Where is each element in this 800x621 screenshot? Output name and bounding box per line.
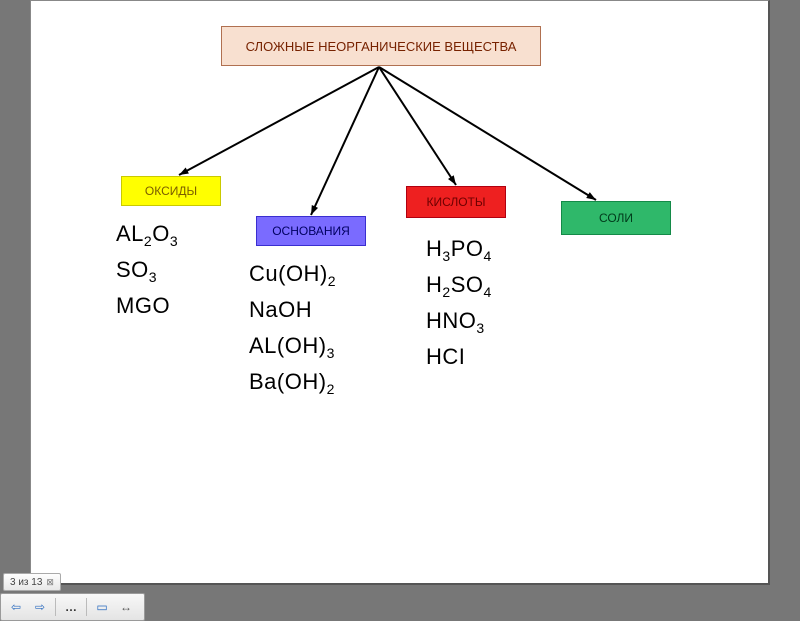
screen-icon: ▭ [96, 600, 107, 614]
formula: Cu(OH)2 [249, 261, 336, 287]
arrow-right-icon: ⇨ [35, 600, 45, 614]
category-salts: СОЛИ [561, 201, 671, 235]
category-label: ОКСИДЫ [145, 184, 197, 198]
more-button[interactable]: … [60, 597, 82, 617]
formula: H3PO4 [426, 236, 492, 262]
arrow-left-icon: ⇦ [11, 600, 21, 614]
formula-col-oxides: AL2O3 SO3 MGO [116, 221, 178, 329]
toolbar-separator [55, 598, 56, 616]
title-label: СЛОЖНЫЕ НЕОРГАНИЧЕСКИЕ ВЕЩЕСТВА [246, 39, 517, 54]
page-indicator: 3 из 13 ⊠ [3, 573, 61, 591]
ellipsis-icon: … [65, 600, 77, 614]
title-node: СЛОЖНЫЕ НЕОРГАНИЧЕСКИЕ ВЕЩЕСТВА [221, 26, 541, 66]
category-bases: ОСНОВАНИЯ [256, 216, 366, 246]
nav-toolbar: ⇦ ⇨ … ▭ ↔ [0, 593, 145, 621]
formula-col-bases: Cu(OH)2 NaOH AL(OH)3 Ba(OH)2 [249, 261, 336, 405]
next-button[interactable]: ⇨ [29, 597, 51, 617]
page-info-close-icon[interactable]: ⊠ [46, 577, 54, 588]
prev-button[interactable]: ⇦ [5, 597, 27, 617]
exit-button[interactable]: ↔ [115, 597, 137, 617]
formula: MGO [116, 293, 178, 319]
page-info-text: 3 из 13 [10, 577, 42, 588]
category-label: ОСНОВАНИЯ [272, 224, 350, 238]
category-acids: КИСЛОТЫ [406, 186, 506, 218]
formula: AL2O3 [116, 221, 178, 247]
formula: Ba(OH)2 [249, 369, 336, 395]
category-oxides: ОКСИДЫ [121, 176, 221, 206]
presentation-button[interactable]: ▭ [91, 597, 113, 617]
formula: HNO3 [426, 308, 492, 334]
slide-canvas: СЛОЖНЫЕ НЕОРГАНИЧЕСКИЕ ВЕЩЕСТВА ОКСИДЫ ОС… [30, 0, 770, 585]
formula: AL(OH)3 [249, 333, 336, 359]
formula: H2SO4 [426, 272, 492, 298]
toolbar-separator [86, 598, 87, 616]
category-label: КИСЛОТЫ [426, 195, 485, 209]
formula: SO3 [116, 257, 178, 283]
category-label: СОЛИ [599, 211, 633, 225]
formula: HCI [426, 344, 492, 370]
formula-col-acids: H3PO4 H2SO4 HNO3 HCI [426, 236, 492, 380]
formula: NaOH [249, 297, 336, 323]
resize-icon: ↔ [120, 600, 132, 614]
